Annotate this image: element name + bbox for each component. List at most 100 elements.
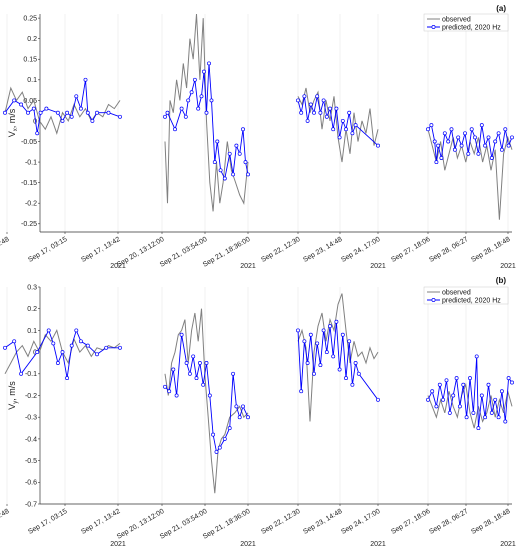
y-tick-label: -0.1 (25, 159, 37, 166)
x-tick-label: Sep 27, 18:06 (390, 236, 431, 264)
predicted-point (231, 172, 236, 177)
predicted-point (473, 135, 477, 140)
predicted-point (35, 131, 40, 136)
predicted-point (503, 419, 508, 424)
x-tick-label: Sep 17, 03:15 (27, 236, 68, 264)
predicted-point (324, 350, 329, 355)
predicted-point (167, 389, 172, 394)
predicted-point (489, 156, 494, 160)
predicted-point (452, 147, 457, 152)
y-tick-label: 0 (33, 350, 37, 357)
predicted-point (95, 352, 99, 357)
y-axis-label: Vx, m/s (7, 108, 19, 137)
predicted-point (74, 328, 79, 333)
observed-series-line (297, 293, 379, 422)
predicted-point (506, 143, 511, 148)
predicted-point (466, 151, 471, 156)
predicted-point (74, 94, 79, 99)
predicted-point (434, 404, 439, 409)
x-tick-label: Sep 24, 17:00 (340, 236, 381, 264)
predicted-point (217, 445, 222, 450)
predicted-point (19, 371, 24, 376)
y-tick-label: 0 (33, 118, 37, 125)
predicted-point (328, 324, 332, 329)
predicted-point (328, 106, 332, 111)
predicted-point (483, 415, 488, 420)
predicted-point (65, 110, 70, 115)
predicted-point (429, 123, 434, 128)
predicted-point (196, 106, 201, 111)
x-year-label: 2021 (370, 263, 386, 270)
predicted-point (191, 354, 196, 359)
predicted-point (186, 98, 191, 103)
predicted-point (486, 135, 491, 140)
x-year-label: 2021 (240, 263, 256, 270)
legend-box (423, 13, 509, 32)
panel-label: (b) (496, 276, 507, 285)
predicted-point (3, 110, 7, 115)
predicted-point (344, 376, 348, 381)
predicted-point (503, 127, 508, 132)
x-year-label: 2021 (110, 541, 126, 548)
predicted-point (237, 415, 242, 420)
predicted-point (243, 160, 248, 165)
legend-observed-label: observed (442, 290, 471, 297)
predicted-point (432, 139, 437, 144)
observed-series-line (4, 86, 121, 135)
predicted-point (69, 343, 74, 348)
legend-predicted-label: predicted, 2020 Hz (442, 298, 501, 305)
predicted-point (215, 139, 220, 144)
predicted-point (376, 397, 380, 402)
predicted-point (302, 94, 307, 99)
predicted-point (202, 69, 206, 74)
x-tick-label: Sep 17, 03:15 (27, 508, 68, 536)
y-tick-label: 0.2 (27, 36, 37, 43)
predicted-point (171, 367, 176, 372)
predicted-point (430, 389, 435, 394)
y-tick-label: -0.2 (25, 201, 37, 208)
predicted-point (90, 118, 95, 123)
y-tick-label: 0.15 (23, 57, 37, 64)
predicted-point (218, 168, 223, 173)
x-year-label: 2021 (370, 541, 386, 548)
predicted-point (222, 176, 227, 181)
predicted-point (324, 114, 329, 119)
x-year-label: 2021 (500, 263, 516, 270)
predicted-point (489, 410, 494, 415)
predicted-point (308, 332, 313, 337)
y-tick-label: -0.4 (25, 436, 37, 443)
predicted-point (340, 118, 345, 123)
predicted-point (347, 339, 352, 344)
predicted-point (69, 114, 74, 119)
predicted-point (315, 341, 320, 346)
predicted-point (118, 345, 122, 350)
predicted-point (187, 371, 192, 376)
predicted-point (434, 160, 439, 165)
predicted-point (296, 328, 300, 333)
predicted-point (476, 426, 481, 431)
x-tick-label: Sep 21, 18:36:00 (202, 508, 252, 541)
predicted-point (194, 376, 199, 381)
predicted-point (312, 110, 316, 115)
predicted-point (234, 143, 239, 148)
predicted-point (318, 363, 323, 368)
x-tick-label: Sep 23, 14:48 (302, 508, 343, 536)
y-tick-label: 0.25 (23, 16, 37, 23)
predicted-point (197, 361, 202, 365)
predicted-point (83, 77, 88, 82)
predicted-point (334, 106, 339, 111)
predicted-point (299, 389, 304, 394)
predicted-point (31, 106, 36, 111)
x-tick-label: Sep 24, 17:00 (340, 508, 381, 536)
x-tick-label: Sep 28, 06:27 (428, 508, 469, 536)
predicted-point (35, 350, 40, 355)
predicted-point (457, 404, 462, 409)
predicted-point (241, 404, 245, 409)
predicted-point (350, 382, 355, 387)
predicted-point (46, 328, 51, 333)
x-tick-label: Sep 21, 03:54:00 (159, 236, 209, 269)
observed-series-line (427, 382, 513, 429)
predicted-point (204, 361, 209, 365)
